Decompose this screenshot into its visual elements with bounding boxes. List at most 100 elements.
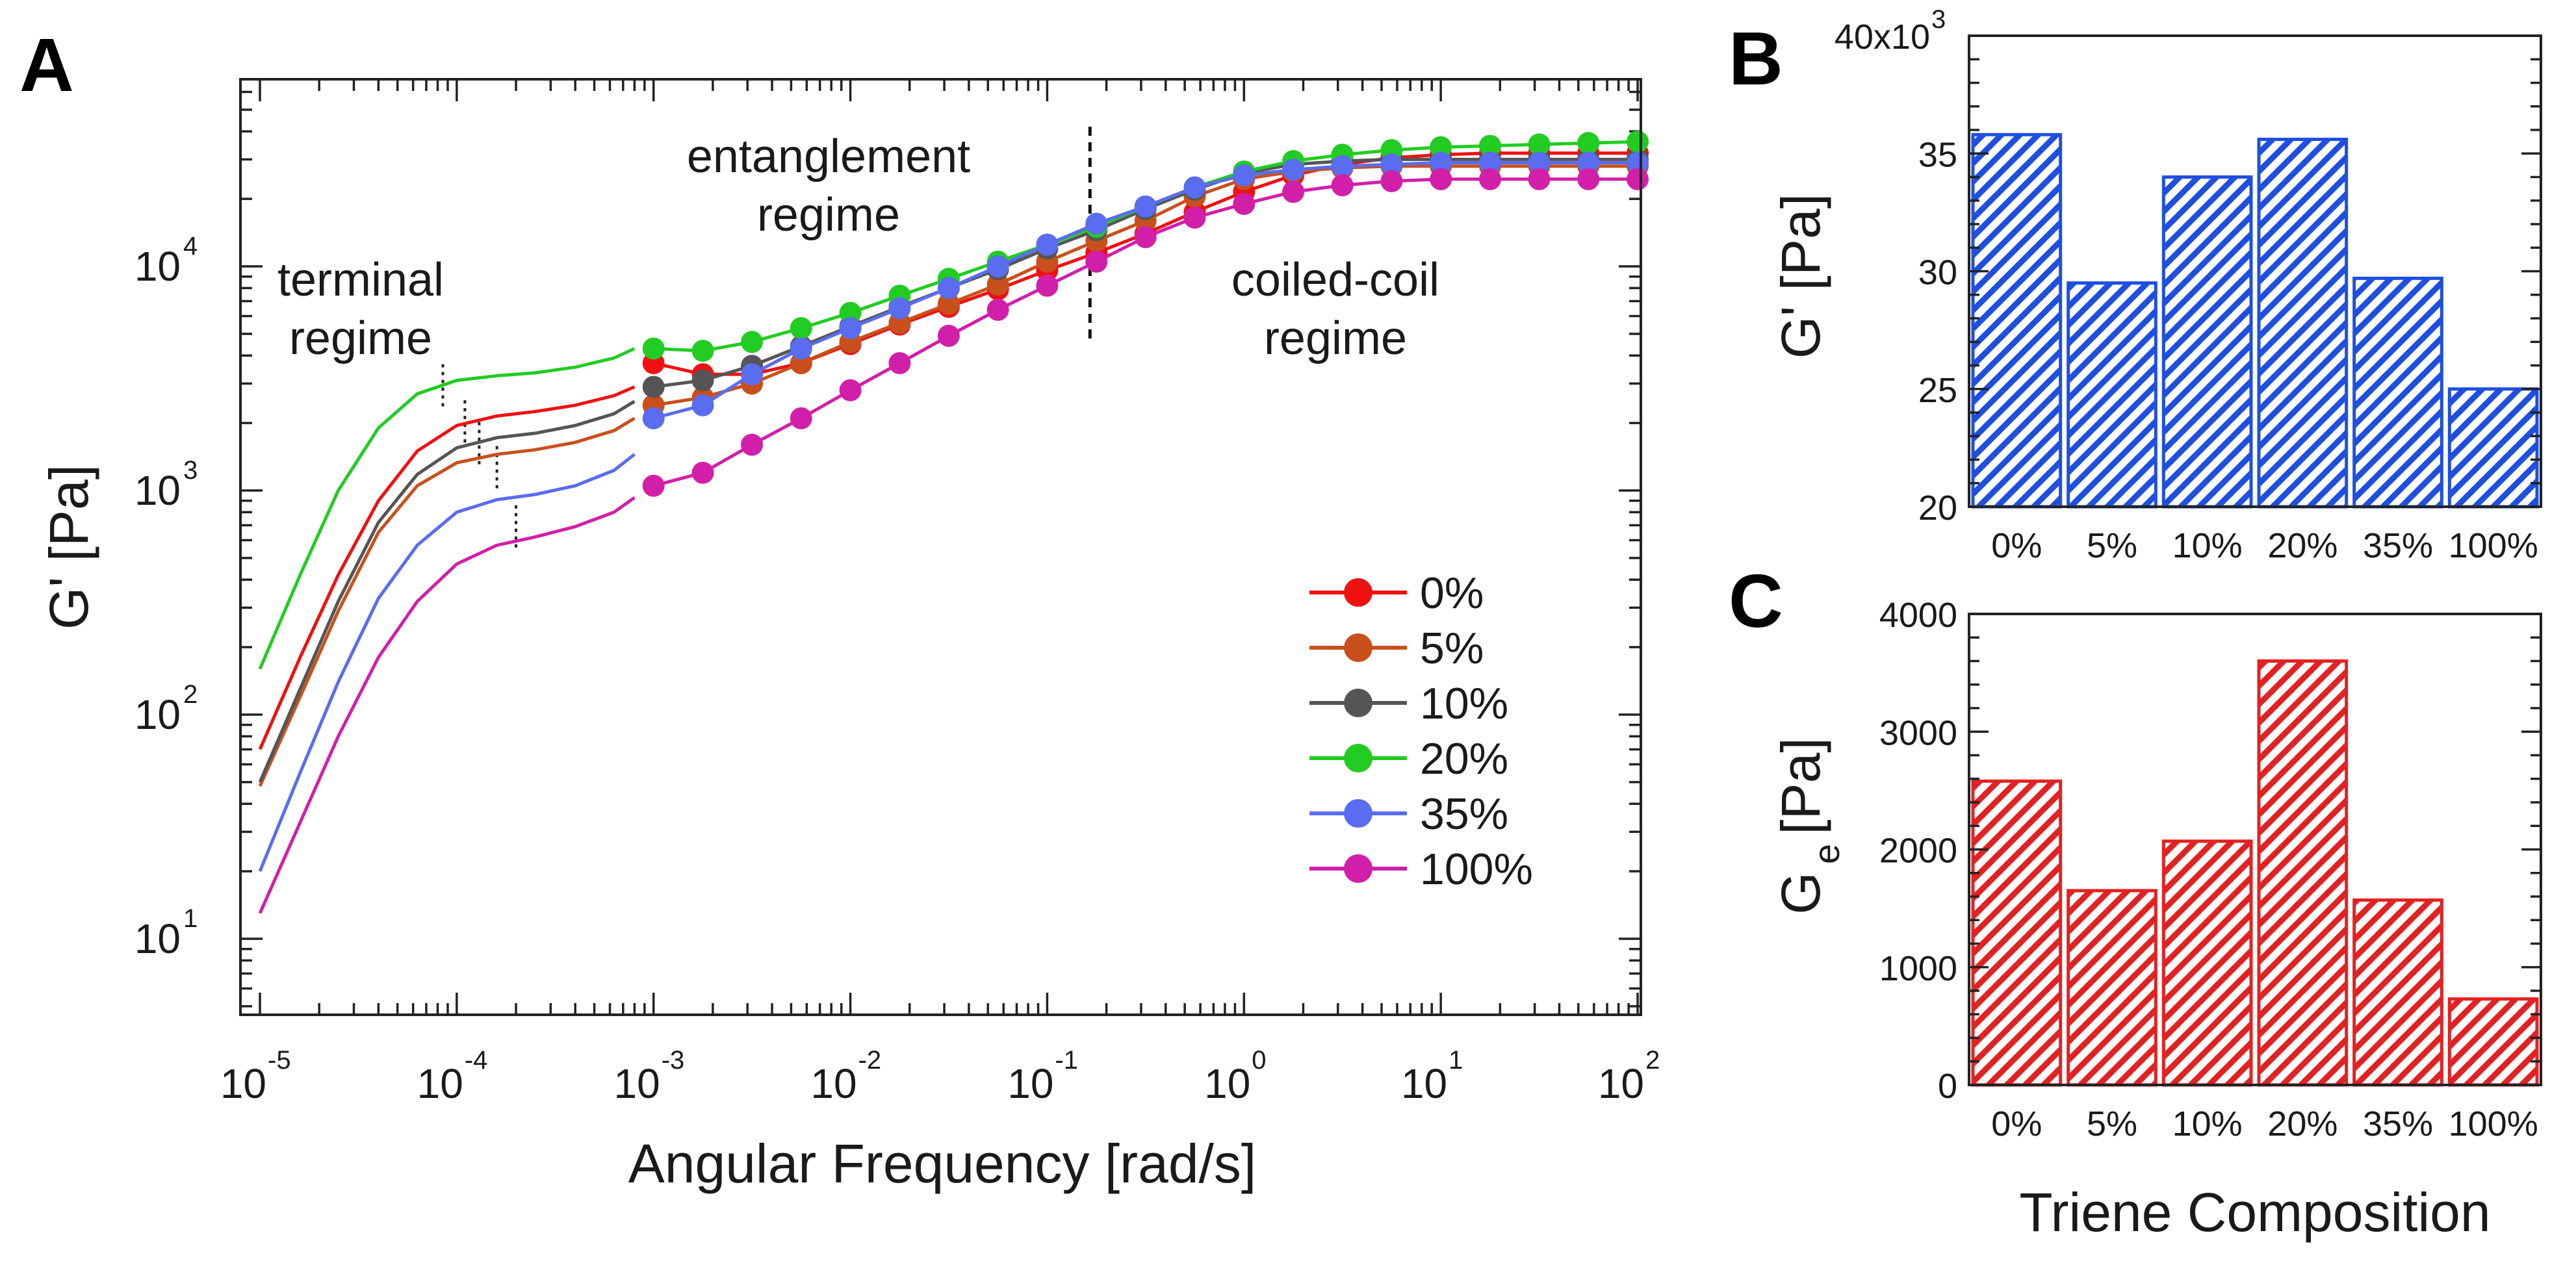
panel-a-xlabel: Angular Frequency [rad/s] xyxy=(628,1133,1257,1194)
panel-b-ylabel: G' [Pa] xyxy=(1770,194,1831,359)
x-category-label: 10% xyxy=(2172,526,2243,565)
series-35pct-point xyxy=(1528,151,1551,174)
series-5pct-point xyxy=(937,292,960,315)
legend-marker xyxy=(1344,689,1372,717)
panel-letter-a: A xyxy=(19,23,74,107)
x-tick-label: 10 xyxy=(1007,1060,1053,1107)
series-10pct-point xyxy=(691,369,714,392)
series-35pct-point xyxy=(642,407,665,429)
series-20pct-point xyxy=(839,301,862,324)
annotation-terminal-line2: regime xyxy=(289,312,432,364)
x-tick-label: 10 xyxy=(810,1060,857,1107)
series-100pct-point xyxy=(1331,174,1354,197)
y-tick-label: 40x10 xyxy=(1835,18,1930,57)
x-category-label: 5% xyxy=(2087,1104,2137,1143)
series-10pct-point xyxy=(642,376,665,398)
bar-35pct xyxy=(2352,276,2443,509)
x-tick-label: 10 xyxy=(417,1060,463,1107)
series-35pct-point xyxy=(691,394,714,416)
legend-marker xyxy=(1344,578,1372,607)
series-35pct-point xyxy=(1331,155,1354,177)
annotation-coiled-coil-line2: regime xyxy=(1264,312,1407,364)
panel-b-frame xyxy=(1968,34,2542,508)
series-5pct-low-freq-curve xyxy=(258,416,636,787)
series-35pct-point xyxy=(1183,176,1206,199)
series-20pct-point xyxy=(1478,134,1501,157)
panel-c-ylabel-subscript: e xyxy=(1806,844,1847,864)
series-100pct-point xyxy=(888,351,911,374)
bar-0pct xyxy=(1971,133,2063,509)
series-35pct-point xyxy=(1627,151,1649,174)
series-35pct-point xyxy=(888,297,911,320)
x-category-label: 100% xyxy=(2449,1104,2538,1143)
legend-marker xyxy=(1344,633,1372,662)
bar-20pct xyxy=(2257,138,2349,509)
series-100pct-point xyxy=(1183,206,1206,229)
x-category-label: 0% xyxy=(1991,526,2042,565)
y-tick-label: 35 xyxy=(1918,135,1957,174)
legend-marker xyxy=(1344,854,1372,883)
y-tick-label: 10 xyxy=(135,691,181,738)
x-tick-exponent: -5 xyxy=(268,1046,291,1075)
series-100pct-point xyxy=(839,379,862,401)
x-category-label: 20% xyxy=(2267,526,2338,565)
series-20pct-point xyxy=(790,317,812,340)
bar-5pct xyxy=(2067,889,2157,1087)
y-tick-label: 25 xyxy=(1918,371,1957,410)
legend-marker xyxy=(1344,799,1372,828)
bar-10pct xyxy=(2161,839,2253,1087)
annotation-coiled-coil-line1: coiled-coil xyxy=(1231,254,1439,306)
legend-label: 5% xyxy=(1420,624,1484,673)
series-100pct-point xyxy=(1577,168,1600,190)
bar-10pct xyxy=(2161,175,2253,509)
series-100pct-point xyxy=(1134,226,1157,249)
series-35pct-point xyxy=(1085,212,1108,235)
series-35pct-point xyxy=(1036,233,1059,256)
y-tick-label: 10 xyxy=(135,243,181,290)
y-tick-exponent: 3 xyxy=(1931,5,1946,34)
y-tick-exponent: 1 xyxy=(183,904,198,933)
series-100pct-point xyxy=(642,474,665,497)
series-100pct-point xyxy=(1528,168,1551,190)
series-100pct-point xyxy=(1233,192,1256,215)
panel-letter-b: B xyxy=(1729,16,1783,101)
legend-marker xyxy=(1344,744,1372,772)
series-20pct-point xyxy=(691,339,714,362)
y-tick-label: 2000 xyxy=(1879,832,1957,871)
bar-0pct xyxy=(1971,779,2063,1087)
series-20pct-point xyxy=(1577,132,1600,155)
x-category-label: 0% xyxy=(1991,1104,2042,1143)
panel-c-chart: 0% 5% 10% 20% 35% 100% 4000 3000 2000 1000 0 xyxy=(1879,596,2541,1143)
x-tick-exponent: 1 xyxy=(1449,1046,1463,1075)
legend-label: 100% xyxy=(1420,845,1533,894)
series-100pct-point xyxy=(1380,170,1403,192)
series-100pct-point xyxy=(1430,168,1452,190)
y-tick-label: 3000 xyxy=(1879,713,1957,752)
series-35pct-point xyxy=(1233,164,1256,186)
series-35pct-point xyxy=(790,337,812,360)
x-category-label: 100% xyxy=(2449,526,2538,565)
legend-label: 10% xyxy=(1420,679,1508,728)
series-35pct-point xyxy=(1282,159,1305,181)
panel-a-ylabel: G' [Pa] xyxy=(38,465,99,630)
series-100pct-point xyxy=(1085,250,1108,273)
series-100pct-point xyxy=(1282,181,1305,203)
series-20pct-point xyxy=(1430,136,1452,159)
y-tick-exponent: 2 xyxy=(183,680,198,709)
series-20pct-point xyxy=(1627,131,1649,153)
panel-a-legend: 0% 5% 10% 20% 35% 100% xyxy=(1309,568,1533,894)
x-tick-label: 10 xyxy=(1598,1060,1644,1107)
x-tick-exponent: -1 xyxy=(1055,1046,1078,1075)
x-tick-label: 10 xyxy=(1204,1060,1250,1107)
bar-100pct xyxy=(2447,387,2539,509)
bar-5pct xyxy=(2067,281,2157,509)
y-tick-exponent: 4 xyxy=(183,232,198,261)
annotation-terminal-line1: terminal xyxy=(277,254,444,306)
x-tick-exponent: -4 xyxy=(465,1046,488,1075)
series-20pct-low-freq-curve xyxy=(258,347,636,670)
y-tick-label: 10 xyxy=(135,467,181,514)
panel-c-ylabel: G e [Pa] xyxy=(1770,737,1847,914)
series-100pct-point xyxy=(1478,168,1501,190)
panel-a-frame xyxy=(239,78,1642,1016)
series-20pct-point xyxy=(642,337,665,360)
